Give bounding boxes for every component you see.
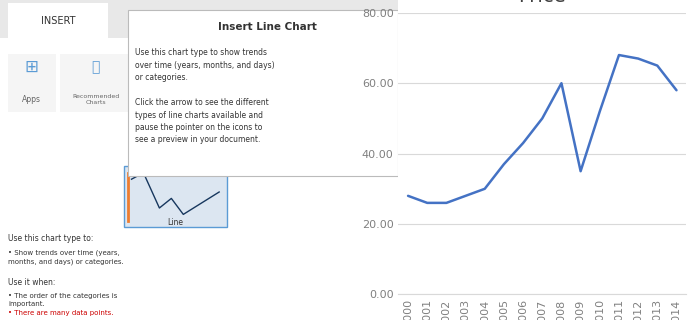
Text: Use this chart type to show trends
over time (years, months, and days)
or catego: Use this chart type to show trends over … bbox=[136, 48, 275, 145]
Title: Price: Price bbox=[518, 0, 566, 6]
FancyBboxPatch shape bbox=[148, 163, 203, 192]
Text: 2-D Line: 2-D Line bbox=[157, 148, 193, 156]
Text: Recommended
Charts: Recommended Charts bbox=[72, 94, 119, 105]
Text: Use it when:: Use it when: bbox=[8, 278, 55, 287]
Text: INSERT: INSERT bbox=[40, 16, 75, 26]
FancyBboxPatch shape bbox=[0, 0, 398, 38]
FancyBboxPatch shape bbox=[148, 112, 203, 141]
Text: ⊞: ⊞ bbox=[25, 58, 39, 76]
FancyBboxPatch shape bbox=[148, 138, 203, 166]
Text: • The order of the categories is
important.: • The order of the categories is importa… bbox=[8, 293, 117, 307]
Text: Apps: Apps bbox=[22, 95, 42, 104]
FancyBboxPatch shape bbox=[128, 141, 223, 163]
Text: Line: Line bbox=[167, 218, 184, 227]
Text: Insert Line Chart: Insert Line Chart bbox=[218, 22, 317, 32]
Text: 📊: 📊 bbox=[91, 60, 100, 74]
FancyBboxPatch shape bbox=[123, 166, 227, 227]
Text: Use this chart type to:: Use this chart type to: bbox=[8, 234, 94, 243]
Text: • There are many data points.: • There are many data points. bbox=[8, 310, 114, 316]
Text: • Show trends over time (years,
months, and days) or categories.: • Show trends over time (years, months, … bbox=[8, 250, 124, 265]
FancyBboxPatch shape bbox=[8, 54, 55, 112]
FancyBboxPatch shape bbox=[128, 10, 398, 176]
FancyBboxPatch shape bbox=[60, 54, 132, 112]
FancyBboxPatch shape bbox=[8, 3, 107, 38]
